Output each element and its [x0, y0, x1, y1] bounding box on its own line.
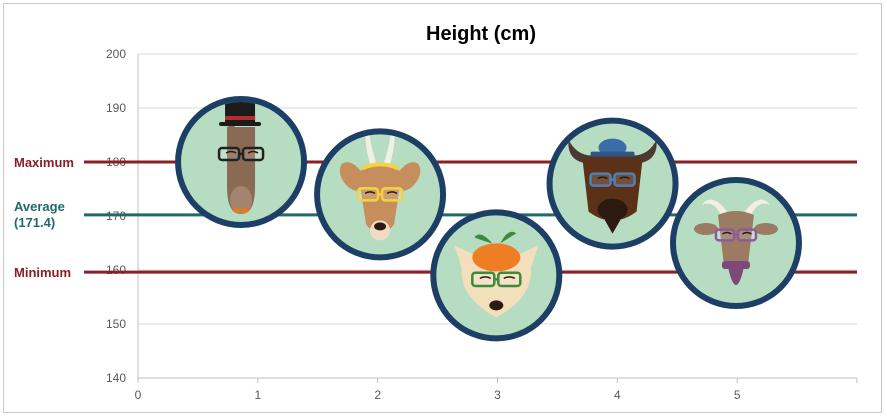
- reference-label-average: Average: [14, 199, 65, 214]
- axis-layer: 140150160170180190200012345: [106, 47, 858, 402]
- chart-title: Height (cm): [426, 23, 536, 45]
- x-tick-label: 2: [374, 388, 381, 402]
- x-tick-label: 5: [734, 388, 741, 402]
- donkey-hipster-icon: [217, 102, 265, 214]
- x-tick-label: 3: [494, 388, 501, 402]
- y-tick-label: 150: [106, 317, 126, 331]
- bison-hipster-icon: [568, 138, 657, 234]
- data-point-2: [314, 128, 447, 261]
- y-tick-label: 200: [106, 47, 126, 61]
- data-point-5: [669, 177, 802, 309]
- reference-label-minimum: Minimum: [14, 265, 71, 280]
- y-tick-label: 140: [106, 371, 126, 385]
- data-point-3: [430, 209, 563, 342]
- x-tick-label: 4: [614, 388, 621, 402]
- x-tick-label: 1: [254, 388, 261, 402]
- x-tick-label: 0: [135, 388, 142, 402]
- reference-label-maximum: Maximum: [14, 155, 74, 170]
- data-point-4: [546, 117, 679, 250]
- data-points: [175, 96, 802, 342]
- data-point-1: [175, 96, 308, 228]
- y-tick-label: 160: [106, 263, 126, 277]
- y-tick-label: 190: [106, 101, 126, 115]
- fox-hipster-icon: [454, 231, 539, 318]
- reference-sublabel-average: (171.4): [14, 215, 55, 230]
- deer-hipster-icon: [339, 134, 421, 241]
- goat-hipster-icon: [693, 199, 778, 285]
